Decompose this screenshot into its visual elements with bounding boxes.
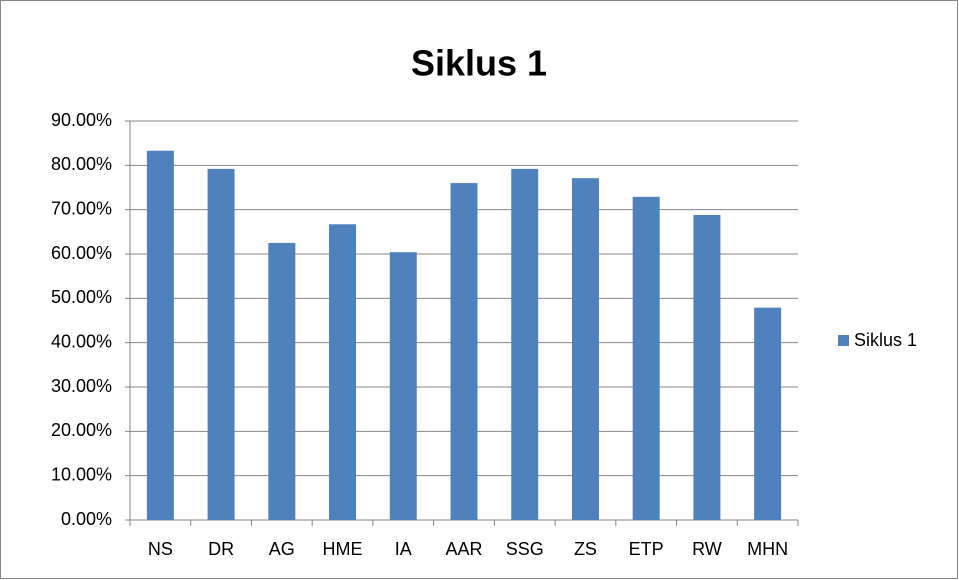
y-tick-label: 10.00% bbox=[51, 464, 112, 484]
y-tick-label: 30.00% bbox=[51, 376, 112, 396]
y-tick-label: 60.00% bbox=[51, 243, 112, 263]
bar bbox=[754, 307, 782, 520]
legend-label: Siklus 1 bbox=[854, 330, 917, 350]
x-tick-label: HME bbox=[323, 539, 363, 559]
y-tick-label: 90.00% bbox=[51, 110, 112, 130]
bar bbox=[207, 168, 235, 520]
bar bbox=[693, 214, 721, 520]
y-tick-label: 0.00% bbox=[61, 509, 112, 529]
bar bbox=[632, 196, 660, 520]
x-tick-label: NS bbox=[148, 539, 173, 559]
bar bbox=[389, 252, 417, 520]
x-tick-label: DR bbox=[208, 539, 234, 559]
chart-title: Siklus 1 bbox=[411, 43, 547, 84]
x-tick-label: SSG bbox=[506, 539, 544, 559]
x-tick-label: IA bbox=[395, 539, 412, 559]
legend-swatch bbox=[838, 335, 849, 346]
y-tick-label: 80.00% bbox=[51, 154, 112, 174]
x-tick-label: ETP bbox=[629, 539, 664, 559]
bar bbox=[571, 178, 599, 520]
x-tick-label: ZS bbox=[574, 539, 597, 559]
x-tick-label: AG bbox=[269, 539, 295, 559]
y-tick-label: 70.00% bbox=[51, 198, 112, 218]
x-tick-label: RW bbox=[692, 539, 722, 559]
bar bbox=[511, 168, 539, 520]
bar bbox=[329, 224, 357, 520]
bar bbox=[146, 150, 174, 520]
y-tick-label: 20.00% bbox=[51, 420, 112, 440]
x-tick-label: MHN bbox=[747, 539, 788, 559]
y-tick-label: 40.00% bbox=[51, 331, 112, 351]
x-tick-label: AAR bbox=[445, 539, 482, 559]
y-tick-label: 50.00% bbox=[51, 287, 112, 307]
bar bbox=[268, 242, 296, 520]
bar bbox=[450, 183, 478, 521]
